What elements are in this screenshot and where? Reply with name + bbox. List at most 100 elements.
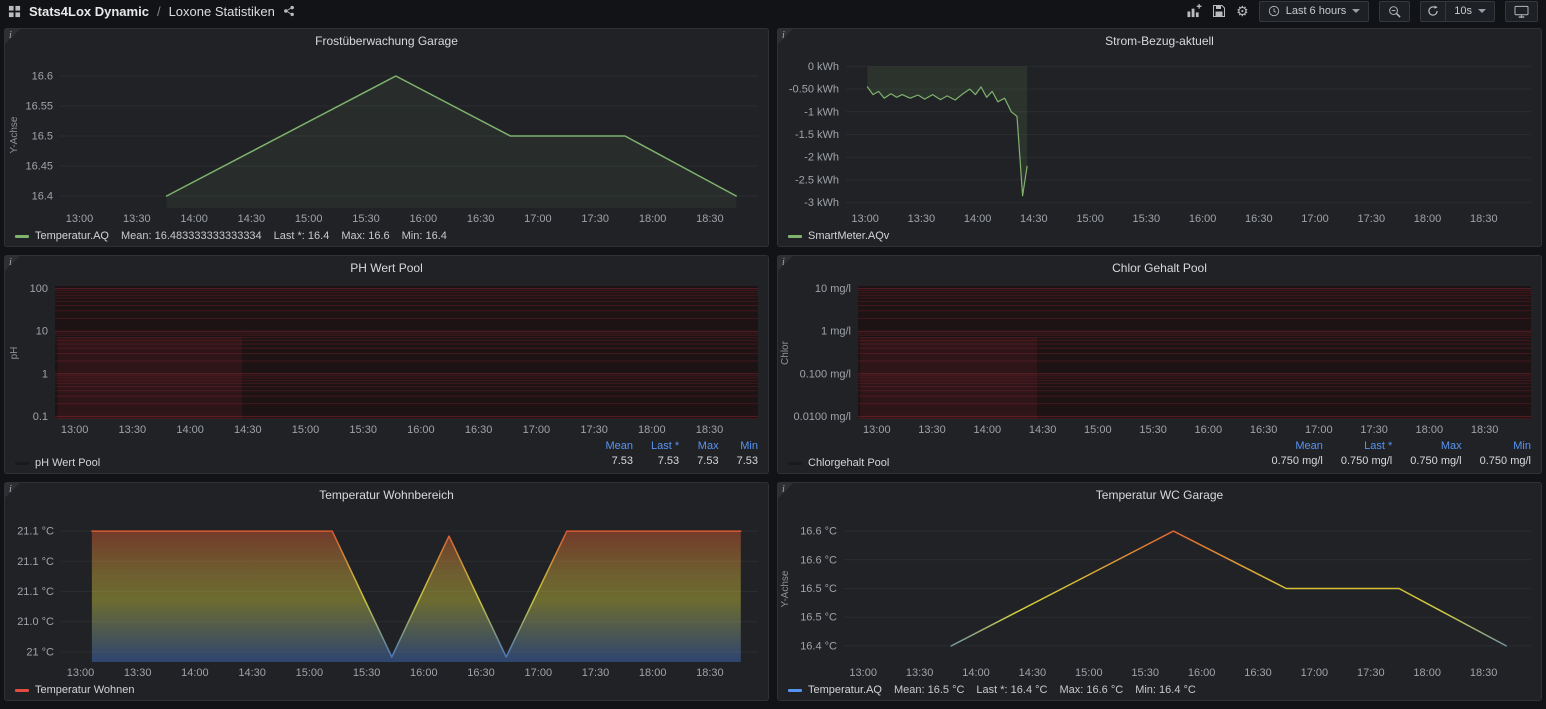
legend-column: Mean7.53	[605, 439, 633, 469]
legend: Chlorgehalt PoolMean0.750 mg/lLast *0.75…	[778, 439, 1541, 473]
legend-column: Mean0.750 mg/l	[1272, 439, 1323, 469]
x-axis-tick-label: 18:00	[639, 213, 667, 225]
y-axis-tick-label: 16.45	[25, 161, 53, 173]
refresh-split-button: 10s	[1420, 1, 1495, 22]
panel-strom-bezug-aktuell: i Strom-Bezug-aktuell 0 kWh-0.50 kWh-1 k…	[777, 28, 1542, 247]
legend: Temperatur.AQMean: 16.483333333333334Las…	[5, 228, 768, 246]
legend-series-label[interactable]: Temperatur.AQ	[808, 684, 882, 696]
legend-series-label[interactable]: Temperatur Wohnen	[35, 684, 134, 696]
panel-info-corner[interactable]: i	[778, 29, 793, 44]
x-axis-tick-label: 16:30	[1250, 424, 1278, 436]
legend-column-header[interactable]: Min	[740, 439, 758, 454]
x-axis-tick-label: 13:30	[906, 667, 934, 679]
save-icon[interactable]	[1212, 4, 1226, 18]
legend-series-item[interactable]: Temperatur.AQ	[788, 684, 882, 696]
legend-column-header[interactable]: Max	[1441, 439, 1462, 454]
monitor-icon	[1514, 5, 1529, 18]
legend-swatch[interactable]	[15, 689, 29, 692]
legend-stat: Max: 16.6	[341, 230, 389, 242]
panel-header[interactable]: PH Wert Pool	[5, 256, 768, 280]
legend-series-item[interactable]: Temperatur.AQ	[15, 230, 109, 242]
panel-title[interactable]: Temperatur WC Garage	[1096, 488, 1223, 502]
legend-swatch[interactable]	[15, 235, 29, 238]
legend: SmartMeter.AQv	[778, 228, 1541, 246]
chart-canvas[interactable]: 21.1 °C21.1 °C21.1 °C21.0 °C21 °C13:0013…	[5, 507, 768, 682]
legend-swatch[interactable]	[15, 462, 29, 465]
panel-info-corner[interactable]: i	[5, 483, 20, 498]
x-axis-tick-label: 14:30	[1020, 213, 1048, 225]
panel-title[interactable]: Frostüberwachung Garage	[315, 34, 458, 48]
panel-header[interactable]: Chlor Gehalt Pool	[778, 256, 1541, 280]
chart-canvas[interactable]: 0 kWh-0.50 kWh-1 kWh-1.5 kWh-2 kWh-2.5 k…	[778, 53, 1541, 228]
panel-info-corner[interactable]: i	[5, 256, 20, 271]
y-axis-tick-label: 100	[30, 283, 48, 295]
chart-canvas[interactable]: 1001010.113:0013:3014:0014:3015:0015:301…	[5, 280, 768, 439]
cycle-view-button[interactable]	[1505, 1, 1538, 22]
legend-swatch[interactable]	[788, 462, 802, 465]
clock-icon	[1268, 5, 1280, 17]
y-axis-tick-label: 16.5 °C	[800, 583, 837, 595]
legend-series-item[interactable]: pH Wert Pool	[15, 457, 100, 469]
share-icon[interactable]	[283, 5, 295, 17]
panel-header[interactable]: Temperatur Wohnbereich	[5, 483, 768, 507]
legend-column-header[interactable]: Mean	[605, 439, 633, 454]
legend-swatch[interactable]	[788, 235, 802, 238]
refresh-button[interactable]	[1420, 1, 1445, 22]
panel-header[interactable]: Strom-Bezug-aktuell	[778, 29, 1541, 53]
x-axis-tick-label: 15:30	[349, 424, 377, 436]
panel-title[interactable]: Strom-Bezug-aktuell	[1105, 34, 1214, 48]
add-panel-icon[interactable]	[1186, 4, 1202, 18]
series-fill	[867, 66, 1027, 195]
panel-info-corner[interactable]: i	[5, 29, 20, 44]
legend-stat: Last *: 16.4 °C	[976, 684, 1047, 696]
chart-canvas[interactable]: 10 mg/l1 mg/l0.100 mg/l0.0100 mg/l13:001…	[778, 280, 1541, 439]
x-axis-tick-label: 18:30	[1470, 213, 1498, 225]
legend-series-label[interactable]: Temperatur.AQ	[35, 230, 109, 242]
legend: pH Wert PoolMean7.53Last *7.53Max7.53Min…	[5, 439, 768, 473]
legend: Temperatur Wohnen	[5, 682, 768, 700]
series-fill	[167, 76, 737, 208]
legend-column-header[interactable]: Min	[1513, 439, 1531, 454]
legend-column-header[interactable]: Last *	[651, 439, 679, 454]
x-axis-tick-label: 14:00	[180, 213, 208, 225]
legend-column-header[interactable]: Max	[698, 439, 719, 454]
panel-header[interactable]: Temperatur WC Garage	[778, 483, 1541, 507]
dashboard-title[interactable]: Stats4Lox Dynamic	[29, 4, 149, 19]
y-axis-title: Y-Achse	[9, 116, 20, 153]
chart-canvas[interactable]: 16.616.5516.516.4516.413:0013:3014:0014:…	[5, 53, 768, 228]
x-axis-tick-label: 16:00	[1195, 424, 1223, 436]
panel-info-corner[interactable]: i	[778, 483, 793, 498]
legend-series-item[interactable]: Temperatur Wohnen	[15, 684, 134, 696]
x-axis-tick-label: 15:00	[292, 424, 320, 436]
legend-column-header[interactable]: Last *	[1364, 439, 1392, 454]
legend-stat: Max: 16.6 °C	[1059, 684, 1123, 696]
zoom-out-button[interactable]	[1379, 1, 1410, 22]
time-range-picker-button[interactable]: Last 6 hours	[1259, 1, 1370, 22]
x-axis-tick-label: 14:30	[1019, 667, 1047, 679]
dashboard-page-title[interactable]: Loxone Statistiken	[169, 4, 275, 19]
chart-canvas[interactable]: 16.6 °C16.6 °C16.5 °C16.5 °C16.4 °C13:00…	[778, 507, 1541, 682]
apps-grid-icon[interactable]	[8, 5, 21, 18]
legend-series-label[interactable]: Chlorgehalt Pool	[808, 457, 889, 469]
legend-swatch[interactable]	[788, 689, 802, 692]
legend-series-label[interactable]: pH Wert Pool	[35, 457, 100, 469]
settings-gear-icon[interactable]: ⚙	[1236, 4, 1249, 18]
legend-series-item[interactable]: Chlorgehalt Pool	[788, 457, 889, 469]
x-axis-tick-label: 13:00	[66, 213, 94, 225]
refresh-interval-button[interactable]: 10s	[1445, 1, 1495, 22]
panel-header[interactable]: Frostüberwachung Garage	[5, 29, 768, 53]
y-axis-title: pH	[9, 347, 20, 360]
y-axis-tick-label: 1 mg/l	[821, 326, 851, 338]
legend-series-item[interactable]: SmartMeter.AQv	[788, 230, 889, 242]
x-axis-tick-label: 16:30	[465, 424, 493, 436]
panel-title[interactable]: Temperatur Wohnbereich	[319, 488, 454, 502]
x-axis-tick-label: 16:00	[1188, 667, 1216, 679]
legend-series-label[interactable]: SmartMeter.AQv	[808, 230, 889, 242]
x-axis-tick-label: 18:30	[1471, 424, 1499, 436]
x-axis-tick-label: 14:00	[181, 667, 209, 679]
panel-info-corner[interactable]: i	[778, 256, 793, 271]
legend-column-header[interactable]: Mean	[1295, 439, 1323, 454]
panel-title[interactable]: PH Wert Pool	[350, 261, 422, 275]
legend-stat: Min: 16.4 °C	[1135, 684, 1196, 696]
panel-title[interactable]: Chlor Gehalt Pool	[1112, 261, 1207, 275]
